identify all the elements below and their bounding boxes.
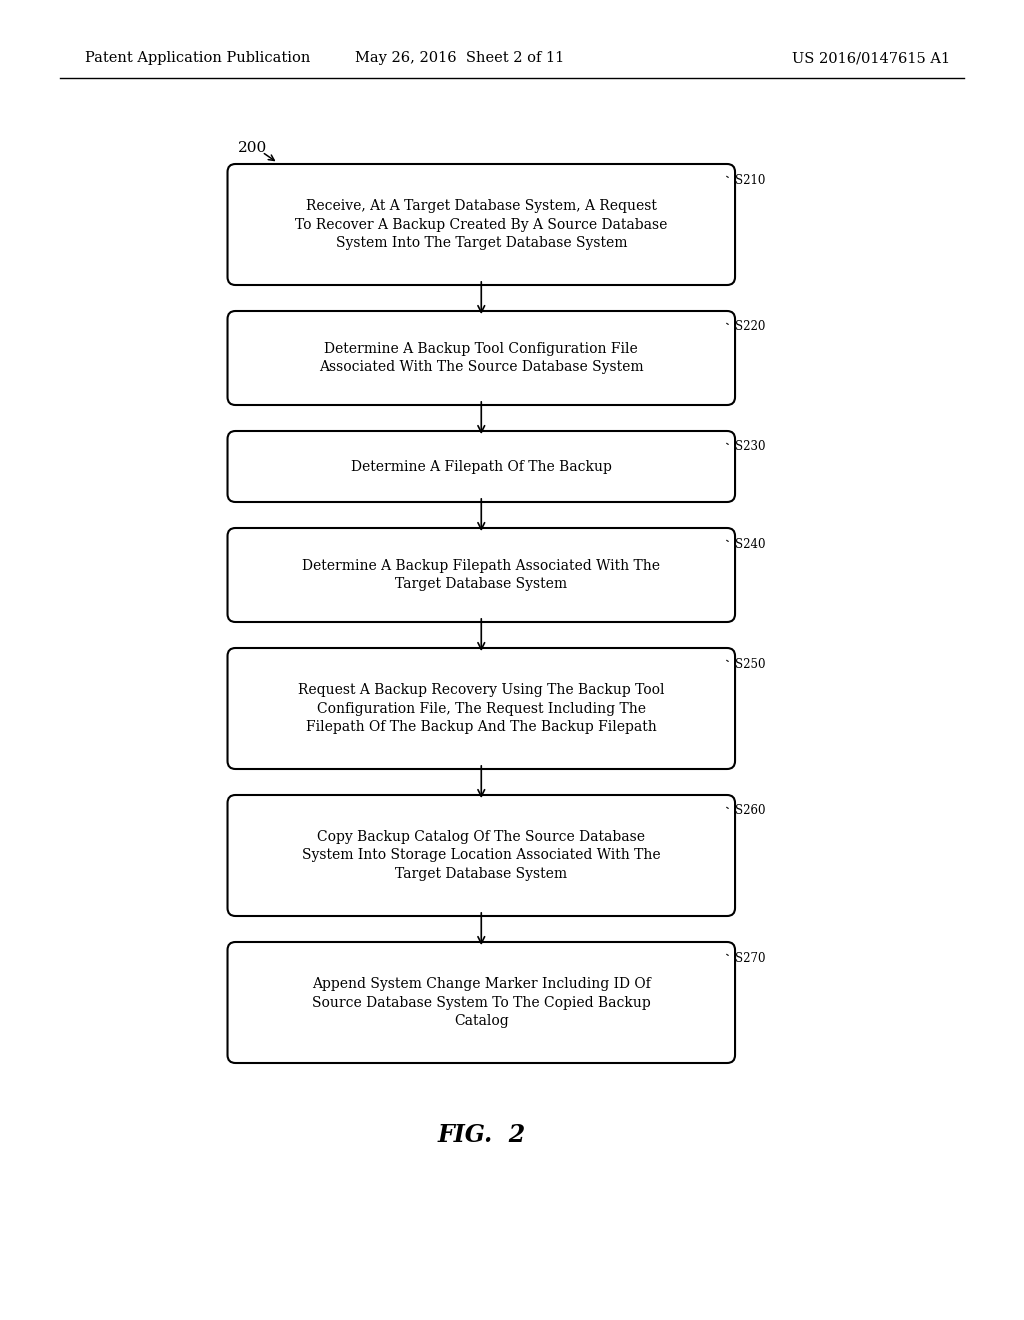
Text: 200: 200 xyxy=(238,141,267,154)
FancyBboxPatch shape xyxy=(227,795,735,916)
Text: Determine A Backup Filepath Associated With The
Target Database System: Determine A Backup Filepath Associated W… xyxy=(302,558,660,591)
Text: US 2016/0147615 A1: US 2016/0147615 A1 xyxy=(792,51,950,65)
Text: Patent Application Publication: Patent Application Publication xyxy=(85,51,310,65)
FancyBboxPatch shape xyxy=(227,942,735,1063)
Text: Request A Backup Recovery Using The Backup Tool
Configuration File, The Request : Request A Backup Recovery Using The Back… xyxy=(298,682,665,734)
Text: S210: S210 xyxy=(735,173,765,186)
FancyBboxPatch shape xyxy=(227,528,735,622)
Text: May 26, 2016  Sheet 2 of 11: May 26, 2016 Sheet 2 of 11 xyxy=(355,51,564,65)
Text: Determine A Backup Tool Configuration File
Associated With The Source Database S: Determine A Backup Tool Configuration Fi… xyxy=(318,342,644,375)
FancyBboxPatch shape xyxy=(227,164,735,285)
FancyBboxPatch shape xyxy=(227,648,735,770)
Text: S220: S220 xyxy=(735,321,765,334)
Text: Determine A Filepath Of The Backup: Determine A Filepath Of The Backup xyxy=(351,459,611,474)
FancyBboxPatch shape xyxy=(227,312,735,405)
Text: S250: S250 xyxy=(735,657,766,671)
Text: FIG.  2: FIG. 2 xyxy=(437,1123,525,1147)
FancyBboxPatch shape xyxy=(227,432,735,502)
Text: Receive, At A Target Database System, A Request
To Recover A Backup Created By A: Receive, At A Target Database System, A … xyxy=(295,198,668,251)
Text: Copy Backup Catalog Of The Source Database
System Into Storage Location Associat: Copy Backup Catalog Of The Source Databa… xyxy=(302,829,660,882)
Text: S230: S230 xyxy=(735,441,766,454)
Text: Append System Change Marker Including ID Of
Source Database System To The Copied: Append System Change Marker Including ID… xyxy=(312,977,650,1028)
Text: S260: S260 xyxy=(735,804,766,817)
Text: S270: S270 xyxy=(735,952,766,965)
Text: S240: S240 xyxy=(735,537,766,550)
